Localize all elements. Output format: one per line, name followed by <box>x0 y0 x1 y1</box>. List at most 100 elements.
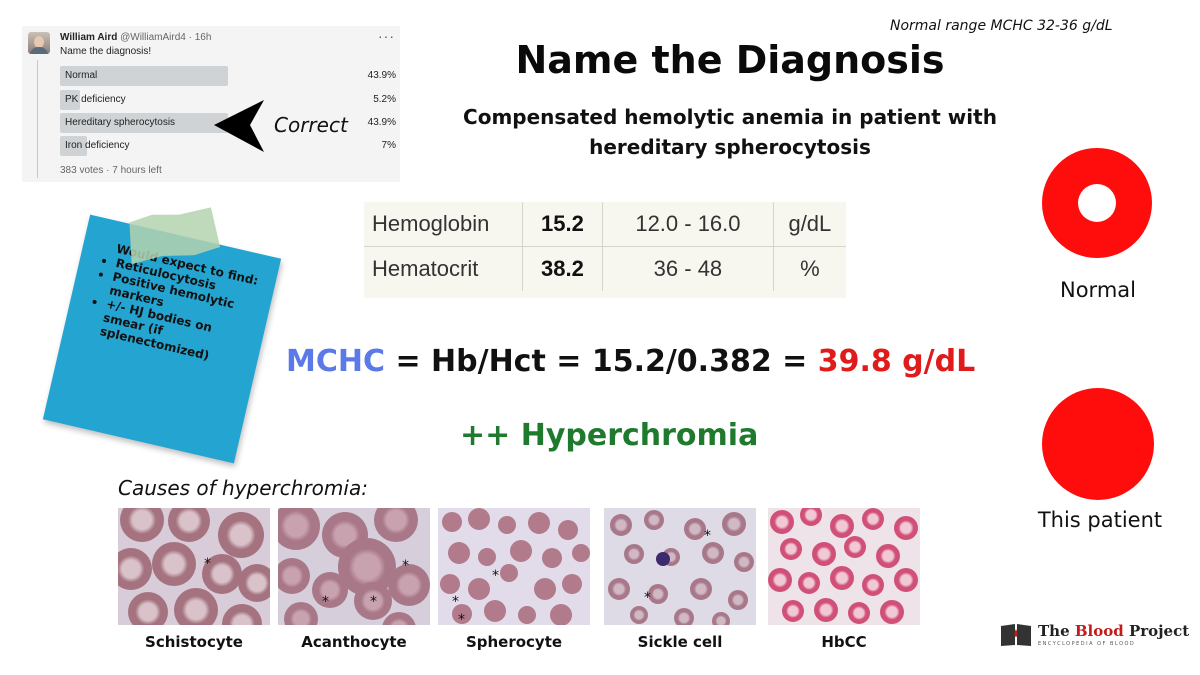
marker-asterisk: * <box>322 594 329 610</box>
rbc-cell <box>610 514 632 536</box>
rbc-cell <box>550 604 572 625</box>
smear-image-hbcc <box>768 508 920 625</box>
rbc-cell <box>440 574 460 594</box>
tweet-author[interactable]: William Aird @WilliamAird4 · 16h <box>60 32 211 43</box>
rbc-cell <box>830 566 854 590</box>
rbc-cell <box>278 558 310 594</box>
rbc-cell <box>644 510 664 530</box>
subtitle: Compensated hemolytic anemia in patient … <box>430 102 1030 162</box>
cause-label-spherocyte: Spherocyte <box>465 633 563 651</box>
logo-name-part: The <box>1038 622 1075 640</box>
rbc-cell <box>354 582 392 620</box>
poll-option-hereditary-spherocytosis[interactable]: Hereditary spherocytosis 43.9% <box>60 113 396 133</box>
table-row: Hemoglobin 15.2 12.0 - 16.0 g/dL <box>364 202 846 247</box>
cause-label-sickle-cell: Sickle cell <box>637 633 723 651</box>
mchc-label: MCHC <box>286 344 385 379</box>
rbc-cell <box>674 608 694 625</box>
rbc-cell <box>814 598 838 622</box>
rbc-cell <box>388 564 430 606</box>
rbc-cell <box>734 552 754 572</box>
logo-name: The Blood Project <box>1038 622 1189 640</box>
rbc-cell <box>118 548 152 590</box>
rbc-cell <box>562 574 582 594</box>
poll-bar <box>60 90 80 110</box>
avatar[interactable] <box>28 32 50 54</box>
book-icon <box>1001 624 1031 646</box>
rbc-cell <box>830 514 854 538</box>
poll-option-label: Hereditary spherocytosis <box>65 117 176 128</box>
rbc-cell <box>768 568 792 592</box>
blood-project-logo[interactable]: The Blood Project ENCYCLOPEDIA OF BLOOD <box>1000 620 1189 650</box>
lab-results-table: Hemoglobin 15.2 12.0 - 16.0 g/dL Hematoc… <box>364 202 846 298</box>
rbc-cell <box>312 572 348 608</box>
rbc-cell <box>374 508 418 542</box>
more-options-icon[interactable]: ··· <box>378 28 395 44</box>
smear-image-sickle-cell: * * <box>604 508 756 625</box>
poll-option-label: Normal <box>65 70 98 81</box>
logo-name-accent: Blood <box>1074 622 1124 640</box>
rbc-cell <box>656 552 670 566</box>
poll-option-label: Iron deficiency <box>65 140 130 151</box>
marker-asterisk: * <box>704 528 711 544</box>
poll-option-percent: 5.2% <box>373 94 396 105</box>
poll-bar <box>60 136 87 156</box>
rbc-cell <box>894 568 918 592</box>
sticky-note-text: Would expect to find: Reticulocytosis Po… <box>85 239 271 372</box>
rbc-cell <box>518 606 536 624</box>
subtitle-line-1: Compensated hemolytic anemia in patient … <box>463 105 997 129</box>
rbc-cell <box>780 538 802 560</box>
rbc-cell <box>238 564 270 602</box>
central-pallor <box>1078 184 1116 222</box>
lab-name: Hematocrit <box>364 246 523 291</box>
normal-rbc-label: Normal <box>1060 278 1136 302</box>
poll-bar <box>60 113 228 133</box>
rbc-cell <box>798 572 820 594</box>
tweet-poll-card: William Aird @WilliamAird4 · 16h ··· Nam… <box>22 26 400 182</box>
rbc-cell <box>442 512 462 532</box>
rbc-cell <box>382 612 416 625</box>
rbc-cell <box>728 590 748 610</box>
poll-option-normal[interactable]: Normal 43.9% <box>60 66 396 86</box>
rbc-cell <box>630 606 648 624</box>
smear-image-spherocyte: * * * <box>438 508 590 625</box>
rbc-cell <box>452 604 472 624</box>
lab-unit: % <box>800 256 820 281</box>
marker-asterisk: * <box>370 594 377 610</box>
rbc-cell <box>152 542 196 586</box>
mchc-equation: MCHC = Hb/Hct = 15.2/0.382 = 39.8 g/dL <box>286 344 975 379</box>
poll-option-iron-deficiency[interactable]: Iron deficiency 7% <box>60 136 396 156</box>
rbc-cell <box>202 554 242 594</box>
rbc-cell <box>448 542 470 564</box>
marker-asterisk: * <box>402 558 409 574</box>
rbc-cell <box>894 516 918 540</box>
rbc-cell <box>542 548 562 568</box>
cause-label-hbcc: HbCC <box>821 633 867 651</box>
author-handle: @WilliamAird4 · 16h <box>120 32 212 43</box>
normal-rbc-illustration <box>1042 148 1152 258</box>
rbc-cell <box>690 578 712 600</box>
cause-label-schistocyte: Schistocyte <box>145 633 243 651</box>
rbc-cell <box>120 508 164 542</box>
rbc-cell <box>876 544 900 568</box>
smear-image-schistocyte: * <box>118 508 270 625</box>
poll-option-percent: 43.9% <box>367 117 396 128</box>
rbc-cell <box>848 602 870 624</box>
logo-tagline: ENCYCLOPEDIA OF BLOOD <box>1038 641 1136 647</box>
marker-asterisk: * <box>492 568 499 584</box>
poll-option-label: PK deficiency <box>65 94 126 105</box>
smear-image-acanthocyte: * * * <box>278 508 430 625</box>
rbc-cell <box>174 588 218 625</box>
rbc-cell <box>572 544 590 562</box>
rbc-cell <box>844 536 866 558</box>
tweet-text: Name the diagnosis! <box>60 46 152 57</box>
rbc-cell <box>862 574 884 596</box>
rbc-cell <box>812 542 836 566</box>
poll-option-pk-deficiency[interactable]: PK deficiency 5.2% <box>60 90 396 110</box>
rbc-cell <box>284 602 318 625</box>
lab-range: 12.0 - 16.0 <box>602 202 774 247</box>
rbc-cell <box>880 600 904 624</box>
poll-bar <box>60 66 228 86</box>
rbc-cell <box>782 600 804 622</box>
arrow-left-icon <box>214 100 264 152</box>
author-name: William Aird <box>60 32 118 43</box>
